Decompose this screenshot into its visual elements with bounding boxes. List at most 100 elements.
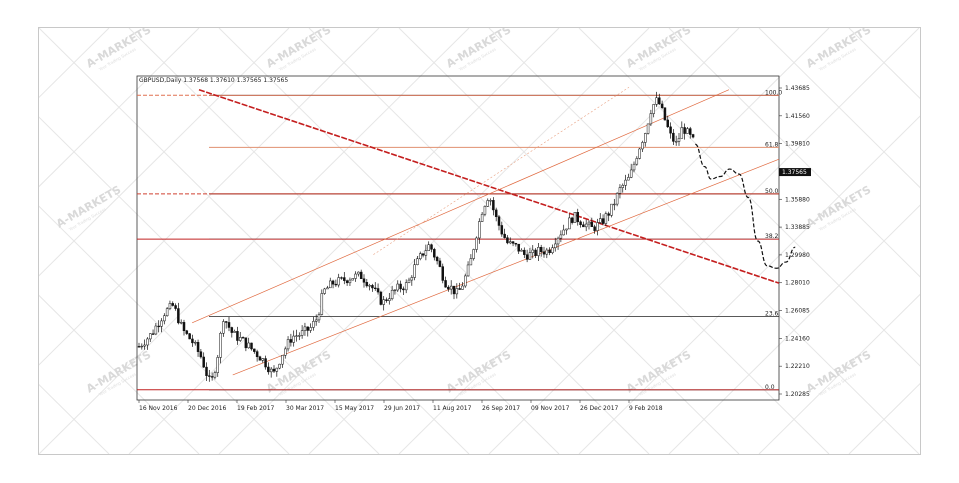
- candle-body: [390, 289, 394, 299]
- candle-body: [194, 342, 197, 344]
- watermark-line: [39, 28, 200, 188]
- candle-body: [438, 260, 442, 267]
- candle-body: [447, 286, 450, 290]
- candle-body: [669, 126, 672, 134]
- candle-body: [525, 254, 529, 260]
- candle-body: [154, 325, 158, 335]
- candle-body: [565, 228, 568, 231]
- candle-body: [174, 305, 177, 309]
- candle-body: [379, 291, 383, 305]
- candle-body: [326, 287, 329, 290]
- candle-body: [554, 243, 557, 248]
- date-axis: 16 Nov 2016 20 Dec 2016 19 Feb 2017 30 Mar …: [138, 400, 663, 412]
- fib-label: 61.8: [765, 141, 779, 148]
- candle-body: [579, 221, 582, 225]
- fib-label: 50.0: [765, 188, 779, 195]
- watermark-line: [39, 28, 290, 277]
- current-price-box: [779, 168, 811, 177]
- candle-body: [149, 333, 152, 340]
- candle-body: [210, 376, 214, 378]
- watermark-line: [39, 294, 200, 454]
- candle-body: [312, 321, 315, 328]
- candle-body: [691, 134, 695, 138]
- candle-body: [582, 224, 585, 228]
- candle-body: [435, 256, 439, 262]
- candle-body: [413, 264, 416, 278]
- candle-body: [520, 249, 523, 252]
- candle-body: [362, 278, 366, 283]
- candle-body: [199, 351, 203, 358]
- watermark-text: A-MARKETS: [804, 28, 873, 71]
- watermark-line: [758, 293, 920, 454]
- candle-body: [492, 200, 495, 211]
- horizontal-lines: [137, 94, 779, 391]
- candle-body: [638, 148, 641, 159]
- candle-body: [219, 333, 222, 358]
- candle-body: [385, 299, 388, 302]
- watermark-line: [308, 28, 740, 454]
- date-tick-label: 16 Nov 2016: [139, 405, 178, 412]
- candle-body: [649, 113, 653, 125]
- candle-body: [506, 237, 509, 244]
- candle-body: [646, 123, 650, 134]
- candle-body: [596, 222, 599, 231]
- candle-body: [503, 233, 506, 238]
- candle-body: [284, 348, 287, 356]
- watermark-text: A-MARKETS: [84, 28, 153, 71]
- symbol-header: GBPUSD,Daily 1.37568 1.37610 1.37565 1.3…: [139, 77, 288, 84]
- candle-body: [396, 283, 399, 291]
- watermark-text: A-MARKETS: [444, 348, 513, 396]
- candle-body: [613, 203, 616, 206]
- watermark-text: A-MARKETS: [804, 183, 873, 231]
- date-tick-label: 09 Nov 2017: [531, 405, 570, 412]
- candle-body: [275, 367, 279, 372]
- fib-labels: 100.0 61.8 50.0 38.2 23.6 0.0: [765, 89, 782, 390]
- candle-body: [427, 244, 430, 251]
- watermark-text: A-MARKETS: [264, 28, 333, 71]
- candle-body: [224, 321, 228, 323]
- candle-body: [188, 333, 191, 340]
- candle-body: [469, 258, 473, 266]
- candle-body: [359, 271, 363, 280]
- candle-body: [658, 97, 661, 105]
- candle-body: [247, 342, 250, 349]
- candle-body: [599, 218, 602, 223]
- candle-body: [165, 308, 169, 317]
- watermark-text: A-MARKETS: [84, 348, 153, 396]
- candle-body: [444, 280, 447, 288]
- watermark-text: A-MARKETS: [804, 348, 873, 396]
- candle-body: [216, 357, 219, 373]
- candle-body: [472, 249, 475, 259]
- candle-body: [258, 356, 262, 361]
- channel-top-line: [191, 89, 730, 324]
- date-tick-label: 9 Feb 2018: [629, 405, 663, 412]
- candle-body: [160, 320, 163, 327]
- chart-frame: A-MARKETS Your Trading Success A-MARKETS Yo…: [38, 27, 921, 455]
- candle-body: [635, 158, 639, 165]
- fib-label: 38.2: [765, 233, 779, 240]
- candle-body: [559, 234, 563, 239]
- candle-body: [680, 127, 684, 139]
- candle-body: [244, 337, 248, 349]
- candle-body: [382, 299, 385, 305]
- candle-body: [652, 104, 655, 114]
- candle-body: [334, 283, 338, 286]
- candle-body: [298, 335, 301, 337]
- price-tick-label: 1.26085: [785, 308, 810, 315]
- candle-body: [404, 282, 408, 291]
- candle-body: [402, 288, 405, 291]
- candle-body: [573, 212, 577, 223]
- candle-body: [607, 213, 610, 216]
- watermark-line: [128, 28, 560, 454]
- candle-body: [357, 271, 360, 275]
- candle-body: [500, 225, 504, 235]
- price-tick-label: 1.24160: [785, 335, 810, 342]
- date-tick-label: 29 Jun 2017: [384, 405, 420, 412]
- price-tick-label: 1.41560: [785, 113, 810, 120]
- candle-body: [478, 221, 481, 239]
- candle-body: [466, 264, 470, 277]
- candle-body: [292, 335, 295, 343]
- candle-body: [241, 337, 245, 339]
- candle-body: [286, 339, 290, 350]
- candle-body: [407, 279, 411, 283]
